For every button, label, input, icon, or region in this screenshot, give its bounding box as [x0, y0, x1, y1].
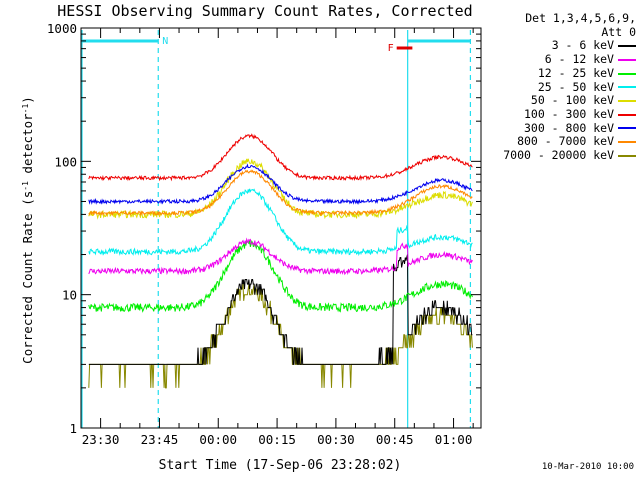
plot-frame	[80, 27, 482, 429]
legend-entry: 7000 - 20000 keV	[484, 148, 636, 163]
legend: Det 1,3,4,5,6,9, Att 0 3 - 6 keV 6 - 12 k…	[484, 11, 636, 163]
series-line-0	[88, 254, 473, 365]
legend-entry: 100 - 300 keV	[484, 106, 636, 122]
y-label-sup2: -1	[21, 104, 30, 114]
legend-swatch	[618, 127, 636, 130]
x-tick-label: 00:45	[376, 432, 414, 447]
y-label-mid: detector	[20, 113, 35, 181]
legend-entry-label: 50 - 100 keV	[530, 93, 614, 108]
legend-header-detectors: Det 1,3,4,5,6,9,	[525, 11, 636, 25]
y-tick-label: 1000	[47, 21, 77, 36]
legend-entry: 800 - 7000 keV	[484, 135, 636, 149]
legend-entry: 12 - 25 keV	[484, 65, 636, 81]
y-label-sup1: -1	[21, 181, 30, 191]
series-line-2	[88, 239, 473, 313]
legend-swatch	[618, 113, 636, 116]
y-label-end: )	[20, 96, 35, 104]
y-label-main: Corrected Count Rate (s	[20, 191, 35, 364]
legend-swatch	[618, 154, 636, 157]
legend-entry-label: 7000 - 20000 keV	[503, 148, 614, 163]
y-tick-label: 10	[62, 288, 77, 303]
legend-swatch	[618, 86, 636, 89]
series-line-4	[88, 158, 473, 220]
series-line-6	[88, 163, 473, 205]
generation-timestamp: 10-Mar-2010 10:00	[541, 462, 634, 472]
series-line-7	[88, 169, 473, 217]
flare-label: F	[388, 43, 394, 54]
legend-entry: 25 - 50 keV	[484, 79, 636, 95]
series-line-5	[88, 133, 473, 182]
legend-swatch	[618, 141, 636, 144]
x-tick-label: 00:15	[258, 432, 296, 447]
legend-entry-label: 12 - 25 keV	[537, 65, 614, 80]
series-line-1	[88, 237, 473, 276]
x-tick-label: 00:00	[199, 432, 237, 447]
series-line-3	[88, 188, 473, 257]
y-axis-label: Corrected Count Rate (s-1 detector-1)	[20, 96, 35, 364]
legend-header-attenuator: Att 0	[601, 24, 636, 39]
legend-entry: 3 - 6 keV	[484, 39, 636, 53]
legend-entry-label: 800 - 7000 keV	[517, 134, 614, 149]
legend-swatch	[618, 72, 636, 75]
chart-title: HESSI Observing Summary Count Rates, Cor…	[57, 2, 472, 20]
x-tick-label: 01:00	[435, 432, 473, 447]
legend-entry-label: 25 - 50 keV	[537, 79, 614, 94]
y-tick-label: 1	[69, 421, 77, 436]
legend-entry-label: 6 - 12 keV	[544, 52, 614, 67]
x-tick-label: 00:30	[317, 432, 355, 447]
legend-entry: 300 - 800 keV	[484, 120, 636, 136]
x-tick-label: 23:45	[141, 432, 179, 447]
legend-swatch	[618, 100, 636, 103]
x-axis-label: Start Time (17-Sep-06 23:28:02)	[159, 458, 402, 473]
legend-swatch	[618, 58, 636, 61]
legend-entry: 50 - 100 keV	[484, 94, 636, 108]
x-tick-label: 23:30	[82, 432, 120, 447]
y-tick-label: 100	[54, 154, 77, 169]
series-line-8	[88, 284, 473, 389]
legend-entry-label: 300 - 800 keV	[523, 120, 614, 135]
legend-swatch	[618, 45, 636, 48]
night-label: N	[162, 36, 168, 47]
legend-entry-label: 100 - 300 keV	[523, 106, 614, 121]
legend-entry-label: 3 - 6 keV	[551, 38, 614, 53]
legend-entry: 6 - 12 keV	[484, 52, 636, 67]
